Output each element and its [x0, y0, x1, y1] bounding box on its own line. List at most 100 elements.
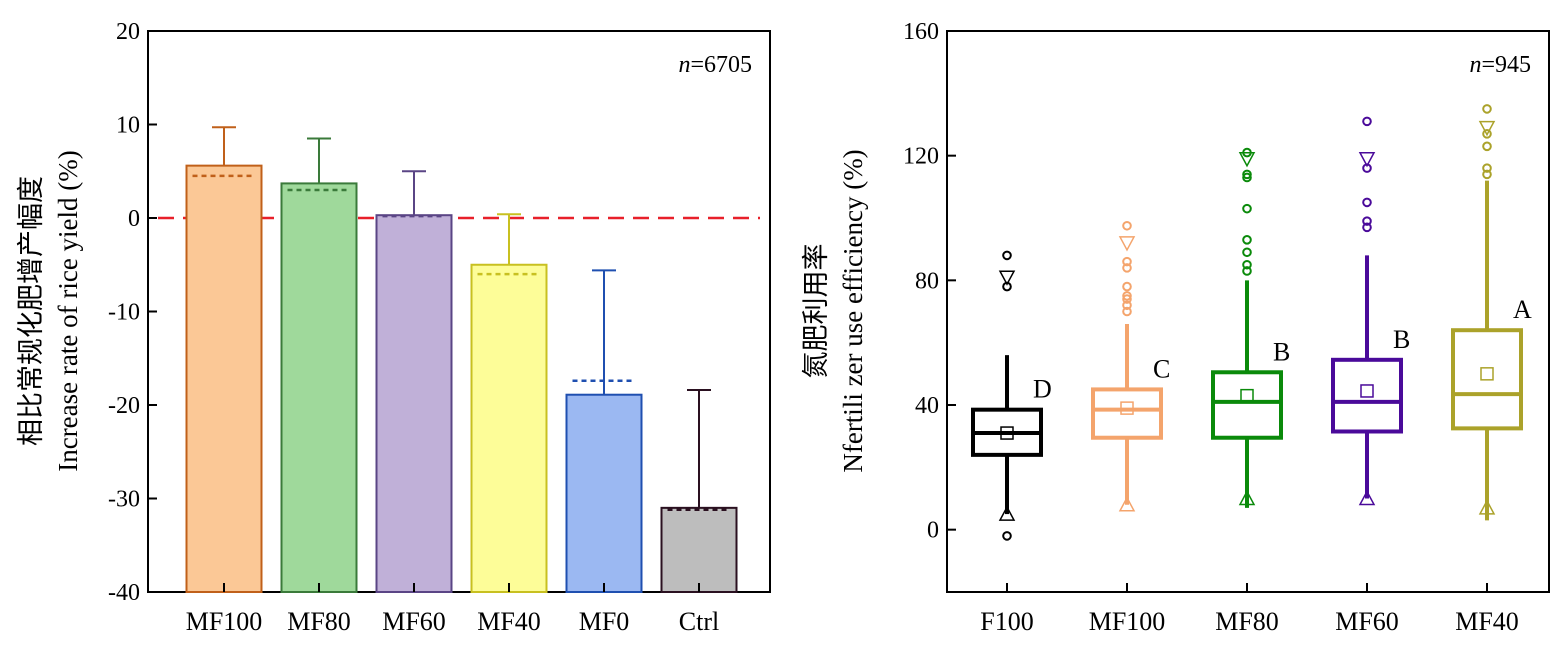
bar-x-axis: MF100 MF80 MF60 MF40 MF0 Ctrl	[186, 583, 719, 636]
box-x-axis: F100 MF100 MF80 MF60 MF40	[980, 583, 1519, 636]
percentile-99-marker	[1478, 120, 1496, 137]
box-group-mf60: B	[1331, 116, 1410, 506]
bar-y-tick-label: -40	[108, 580, 140, 606]
outlier-point	[1122, 256, 1132, 267]
bar-n-prefix: n	[678, 52, 690, 78]
significance-letter-mf40: A	[1513, 295, 1532, 324]
bar-y-tick-label: 20	[116, 19, 140, 45]
box-mean-mf40	[1480, 367, 1494, 381]
outlier-point	[1122, 263, 1132, 273]
box-ylabel-en: Nfertili zer use efficiency (%)	[838, 149, 868, 472]
bar-y-axis: 20 10 0 -10 -20 -30 -40	[108, 19, 157, 606]
outlier-point	[1482, 129, 1492, 139]
bar-ylabel-cn: 相比常规化肥增产幅度	[16, 176, 46, 446]
outlier-point	[1242, 203, 1252, 214]
outlier-point	[1242, 235, 1252, 245]
outlier-point	[1122, 281, 1132, 292]
bar-x-tick-label: MF0	[579, 607, 630, 636]
box-n-label: n=945	[1469, 52, 1531, 78]
bar-x-tick-label: MF80	[287, 607, 351, 636]
bar-x-tick-label: MF40	[477, 607, 541, 636]
bar-y-tick-label: -10	[108, 300, 140, 326]
bar-y-tick-label: -20	[108, 393, 140, 419]
outlier-point	[1002, 250, 1012, 261]
box-mean-mf80	[1240, 388, 1254, 403]
outlier-point	[1242, 172, 1252, 183]
box-group-mf80: B	[1211, 147, 1290, 508]
bar-mf100	[185, 164, 263, 593]
outlier-point	[1362, 197, 1372, 208]
outlier-point	[1242, 247, 1252, 258]
box-x-tick-label: F100	[980, 607, 1033, 636]
percentile-1-marker	[998, 505, 1016, 521]
percentile-1-marker	[1358, 489, 1376, 506]
box-n-prefix: n	[1469, 52, 1481, 78]
box-mean-f100	[1000, 426, 1014, 440]
outlier-point	[1482, 163, 1492, 173]
box-y-tick-label: 80	[915, 268, 939, 294]
box-y-tick-label: 40	[915, 393, 939, 419]
outlier-point	[1482, 169, 1492, 180]
box-group-mf40: A	[1451, 104, 1532, 521]
bar-chart-panel: 20 10 0 -10 -20 -30 -40 MF100 MF80 MF60 MF40 MF0 Ct…	[16, 19, 771, 636]
box-ylabel-cn: 氮肥利用率	[801, 244, 831, 379]
bar-x-tick-label: MF100	[186, 607, 263, 636]
bar-mf80	[280, 182, 358, 593]
percentile-1-marker	[1478, 499, 1496, 515]
box-x-tick-label: MF80	[1215, 607, 1279, 636]
bar-ylabel-en: Increase rate of rice yield (%)	[53, 150, 83, 472]
box-x-tick-label: MF40	[1455, 607, 1519, 636]
outlier-point	[1122, 300, 1132, 311]
bar-mf40	[470, 263, 548, 593]
outlier-point	[1362, 116, 1372, 127]
bar-mf0	[565, 393, 643, 593]
outlier-point	[1122, 306, 1132, 317]
box-y-tick-label: 120	[903, 144, 939, 170]
outlier-point	[1482, 141, 1492, 152]
outlier-point	[1482, 104, 1492, 114]
outlier-point	[1122, 291, 1132, 301]
box-mf80	[1211, 370, 1283, 440]
box-y-tick-label: 0	[927, 518, 939, 544]
bar-y-tick-label: -30	[108, 487, 140, 513]
outlier-point	[1242, 259, 1252, 270]
significance-letter-mf60: B	[1393, 325, 1410, 354]
box-x-tick-label: MF100	[1089, 607, 1166, 636]
box-y-tick-label: 160	[903, 19, 939, 45]
bar-x-tick-label: MF60	[382, 607, 446, 636]
box-group-f100: D	[971, 250, 1052, 541]
outlier-point	[1362, 216, 1372, 226]
percentile-1-marker	[1238, 489, 1256, 506]
outlier-point	[1122, 294, 1132, 304]
box-y-axis: 160 120 80 40 0	[903, 19, 956, 544]
significance-letter-mf80: B	[1273, 337, 1290, 366]
significance-letter-f100: D	[1033, 375, 1052, 404]
box-mf40	[1451, 328, 1523, 431]
significance-letter-mf100: C	[1153, 354, 1170, 383]
bar-y-tick-label: 0	[128, 206, 140, 232]
outlier-point	[1242, 266, 1252, 276]
bar-x-tick-label: Ctrl	[679, 607, 719, 636]
bar-n-value: =6705	[690, 52, 752, 78]
min-point	[1002, 531, 1012, 541]
box-mean-mf100	[1120, 401, 1134, 415]
box-mean-mf60	[1360, 384, 1374, 398]
bar-plot-area	[158, 126, 760, 594]
outlier-point	[1242, 169, 1252, 180]
percentile-1-marker	[1118, 496, 1136, 512]
percentile-99-marker	[1238, 152, 1256, 168]
box-plot-area: D C B B A	[971, 104, 1532, 541]
box-group-mf100: C	[1091, 220, 1170, 512]
box-x-tick-label: MF60	[1335, 607, 1399, 636]
bar-n-label: n=6705	[678, 52, 752, 78]
box-mf60	[1331, 357, 1403, 434]
bar-ctrl	[660, 506, 738, 594]
percentile-99-marker	[998, 270, 1016, 286]
box-n-value: =945	[1481, 52, 1531, 78]
outlier-point	[1122, 220, 1132, 231]
percentile-99-marker	[1358, 152, 1376, 168]
bar-mf60	[375, 214, 453, 593]
percentile-99-marker	[1118, 236, 1136, 252]
